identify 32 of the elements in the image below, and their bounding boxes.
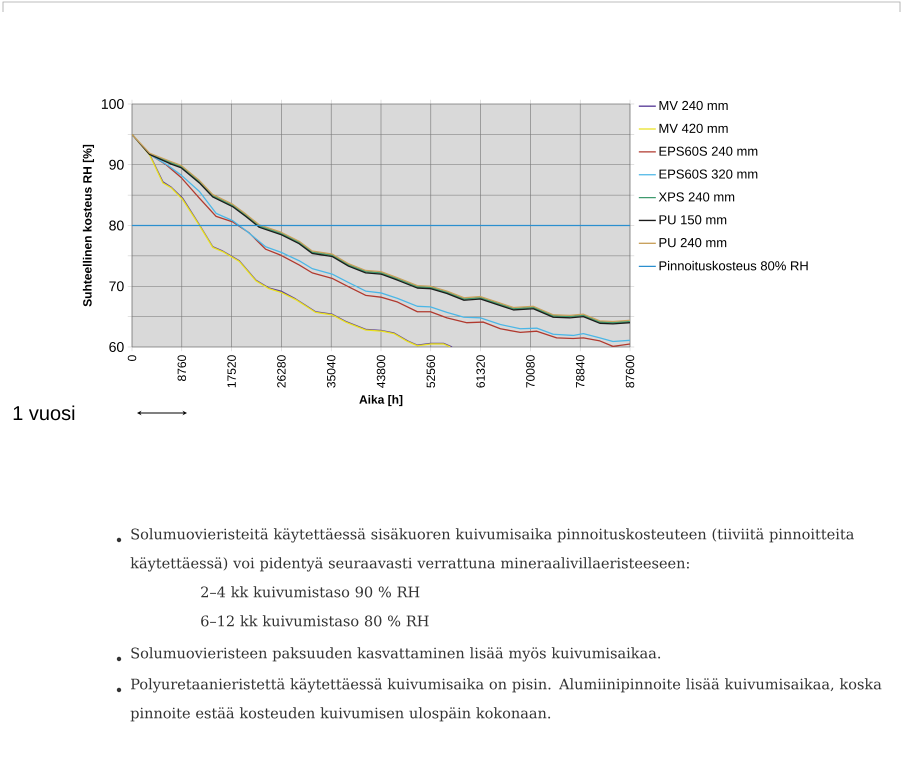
x-tick-label: 35040 xyxy=(326,355,336,388)
x-tick-label: 17520 xyxy=(227,355,236,388)
x-tick-label: 52560 xyxy=(426,355,436,388)
text: Solumuovieristeitä käytettäessä sisäkuoren kuivumisaika pinnoituskosteuteen (tiiviitä pinnoitteita käytettäessä) voi pidentyä seuraavasti verrattuna mineraalivillaeristeeseen: xyxy=(130,528,854,572)
legend-label: EPS60S 320 mm xyxy=(660,169,758,179)
x-tick-label: 26280 xyxy=(277,355,286,388)
text: 6–12 kk kuivumistaso 80 % RH xyxy=(201,615,429,626)
text: 2–4 kk kuivumistaso 90 % RH xyxy=(201,586,420,598)
y-tick-label: 70 xyxy=(109,281,124,292)
x-tick-label: 87600 xyxy=(626,355,634,388)
text: 1 vuosi xyxy=(14,405,74,420)
x-axis-title: Aika [h] xyxy=(359,394,402,406)
y-tick-label: 60 xyxy=(109,342,124,352)
y-tick-label: 100 xyxy=(102,99,124,109)
text: Solumuovieristeen paksuuden kasvattaminen lisää myös kuivumisaikaa. xyxy=(131,647,660,662)
text: Polyuretaanieristettä käytettäessä kuivumisaika on pisin. Alumiinipinnoite lisää kuivumisaikaa, koska pinnoite estää kosteuden kuivumisen ulospäin kokonaan. xyxy=(130,678,882,722)
legend-label: MV 420 mm xyxy=(660,124,728,133)
x-tick-label: 70080 xyxy=(526,355,535,388)
y-axis-title: Suhteellinen kosteus RH [%] xyxy=(82,144,94,306)
x-tick-label: 0 xyxy=(128,355,136,361)
legend-label: Pinnoituskosteus 80% RH xyxy=(660,260,808,270)
x-tick-label: 61320 xyxy=(476,355,485,388)
y-tick-label: 80 xyxy=(109,220,124,230)
y-tick-label: 90 xyxy=(109,160,124,170)
x-tick-label: 8760 xyxy=(178,355,186,381)
legend-label: EPS60S 240 mm xyxy=(660,146,758,156)
legend-label: XPS 240 mm xyxy=(658,192,734,202)
legend-label: PU 240 mm xyxy=(660,238,726,248)
legend-label: PU 150 mm xyxy=(660,215,726,224)
x-tick-label: 78840 xyxy=(576,355,584,388)
x-tick-label: 43800 xyxy=(376,355,386,388)
legend-label: MV 240 mm xyxy=(660,100,728,110)
